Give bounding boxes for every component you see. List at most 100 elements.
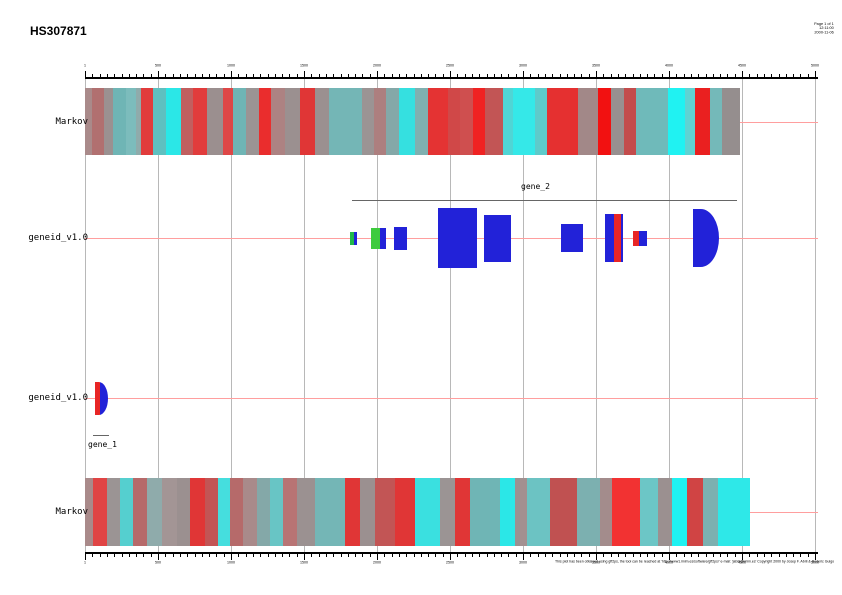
- minor-tick: [800, 554, 802, 557]
- minor-tick: [581, 554, 583, 557]
- minor-tick: [559, 74, 561, 77]
- minor-tick: [720, 74, 722, 77]
- major-tick: [85, 71, 86, 77]
- minor-tick: [282, 74, 284, 77]
- markov-stripe: [162, 478, 177, 546]
- markov-stripe: [415, 478, 440, 546]
- major-tick: [450, 554, 451, 560]
- exon-segment: [380, 227, 386, 249]
- minor-tick: [325, 554, 327, 557]
- major-tick: [815, 71, 816, 77]
- tick-label: 1000: [226, 561, 236, 565]
- minor-tick: [471, 554, 473, 557]
- minor-tick: [727, 74, 729, 77]
- minor-tick: [223, 554, 225, 557]
- track-label-geneid-forward: geneid_v1.0: [28, 233, 88, 243]
- minor-tick: [493, 554, 495, 557]
- minor-tick: [763, 74, 765, 77]
- exon: [394, 226, 407, 250]
- exon: [693, 209, 719, 267]
- minor-tick: [267, 554, 269, 557]
- tick-label: 2000: [372, 561, 382, 565]
- markov-stripe: [600, 478, 612, 546]
- minor-tick: [756, 74, 758, 77]
- minor-tick: [771, 554, 773, 557]
- minor-tick: [610, 554, 612, 557]
- markov-stripe: [104, 88, 113, 155]
- tick-label: 500: [154, 561, 161, 565]
- exon-segment: [621, 214, 623, 262]
- minor-tick: [807, 74, 809, 77]
- tick-label: 2500: [445, 561, 455, 565]
- minor-tick: [807, 554, 809, 557]
- minor-tick: [464, 554, 466, 557]
- exon-segment: [614, 214, 622, 262]
- minor-tick: [143, 554, 145, 557]
- exon: [484, 214, 511, 262]
- minor-tick: [179, 554, 181, 557]
- minor-tick: [340, 74, 342, 77]
- minor-tick: [252, 554, 254, 557]
- minor-tick: [676, 74, 678, 77]
- minor-tick: [413, 74, 415, 77]
- minor-tick: [384, 74, 386, 77]
- minor-tick: [428, 74, 430, 77]
- markov-stripe: [460, 88, 473, 155]
- gridline: [742, 77, 743, 552]
- minor-tick: [800, 74, 802, 77]
- markov-stripe: [283, 478, 297, 546]
- markov-stripe: [500, 478, 515, 546]
- track-axis-line: [85, 398, 818, 399]
- minor-tick: [216, 74, 218, 77]
- major-tick: [304, 554, 305, 560]
- markov-stripe: [374, 88, 386, 155]
- minor-tick: [544, 74, 546, 77]
- gene-1-label: gene_1: [88, 440, 117, 449]
- minor-tick: [179, 74, 181, 77]
- markov-stripe: [362, 88, 374, 155]
- minor-tick: [398, 554, 400, 557]
- minor-tick: [639, 74, 641, 77]
- minor-tick: [289, 554, 291, 557]
- minor-tick: [201, 554, 203, 557]
- minor-tick: [114, 74, 116, 77]
- markov-stripe: [218, 478, 230, 546]
- minor-tick: [150, 74, 152, 77]
- exon-segment: [95, 381, 101, 415]
- minor-tick: [515, 554, 517, 557]
- minor-tick: [143, 74, 145, 77]
- minor-tick: [778, 554, 780, 557]
- markov-stripe: [207, 88, 223, 155]
- tick-label: 1500: [299, 561, 309, 565]
- markov-stripe: [668, 88, 685, 155]
- markov-stripe: [520, 478, 527, 546]
- markov-stripe: [470, 478, 500, 546]
- minor-tick: [209, 74, 211, 77]
- minor-tick: [712, 74, 714, 77]
- minor-tick: [384, 554, 386, 557]
- minor-tick: [785, 554, 787, 557]
- gene-extent-line: [352, 200, 737, 201]
- minor-tick: [165, 74, 167, 77]
- minor-tick: [114, 554, 116, 557]
- minor-tick: [756, 554, 758, 557]
- minor-tick: [442, 74, 444, 77]
- page-info: Page 1 of 1 12:11:00 2000-11-06: [814, 22, 834, 35]
- minor-tick: [398, 74, 400, 77]
- minor-tick: [457, 74, 459, 77]
- markov-stripe: [285, 88, 300, 155]
- minor-tick: [274, 554, 276, 557]
- major-tick: [158, 554, 159, 560]
- minor-tick: [566, 74, 568, 77]
- exon: [438, 208, 477, 268]
- major-tick: [596, 554, 597, 560]
- minor-tick: [727, 554, 729, 557]
- minor-tick: [486, 74, 488, 77]
- minor-tick: [435, 554, 437, 557]
- exon: [605, 214, 623, 262]
- minor-tick: [136, 74, 138, 77]
- minor-tick: [209, 554, 211, 557]
- minor-tick: [654, 74, 656, 77]
- markov-stripe: [503, 88, 513, 155]
